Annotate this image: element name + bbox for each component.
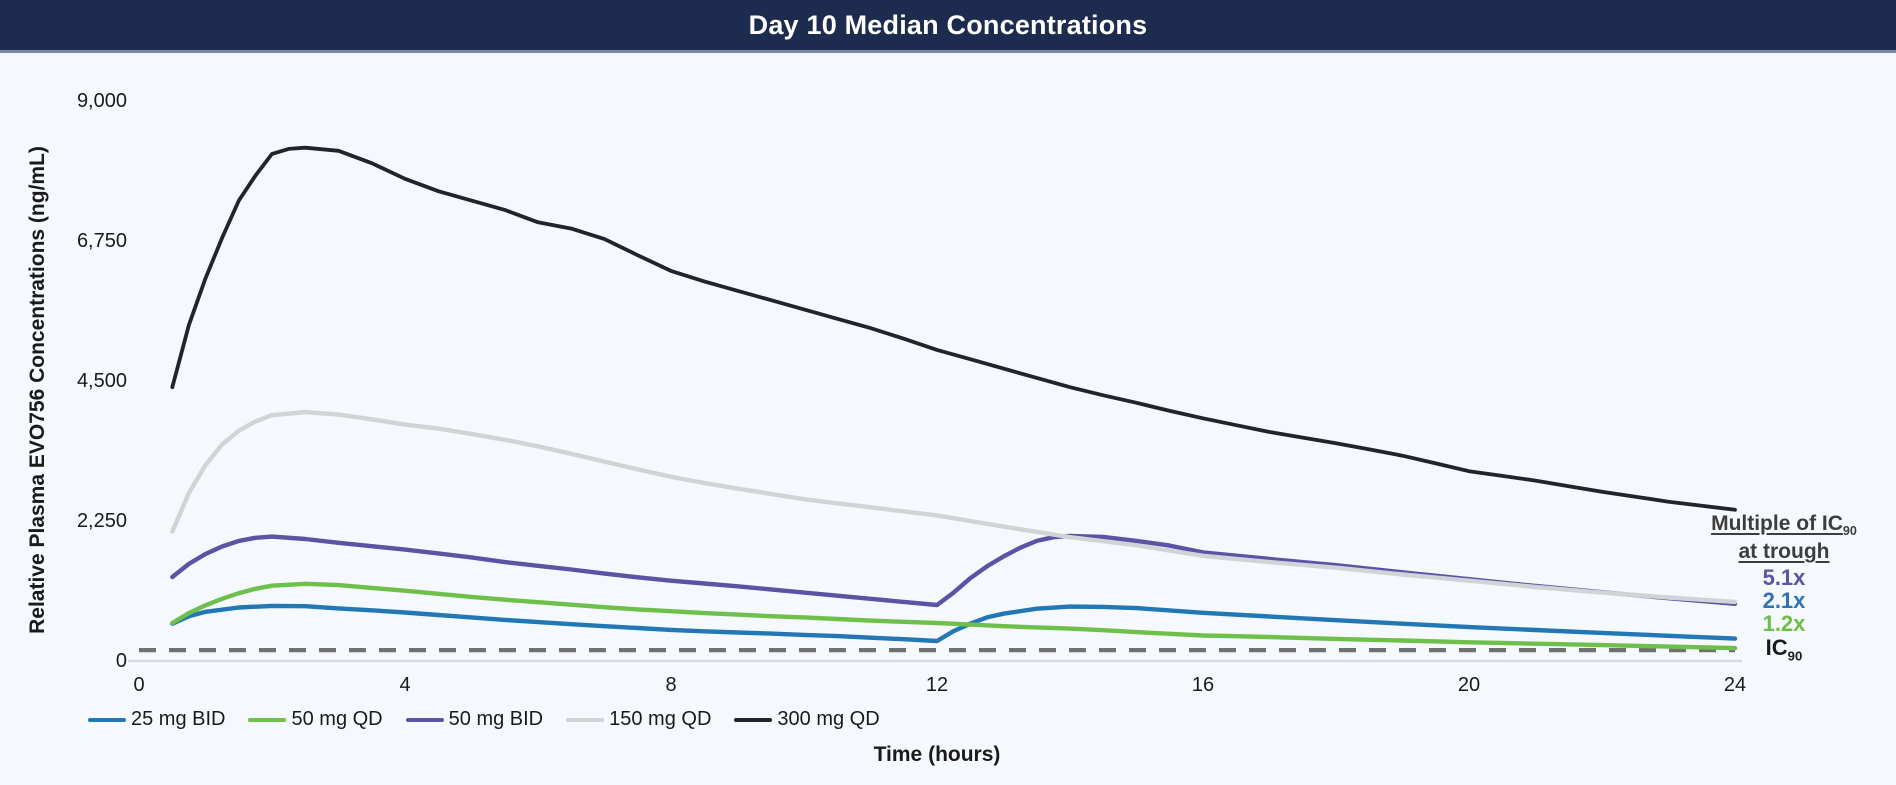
legend-swatch-25mg-bid (88, 717, 126, 722)
legend-label: 50 mg BID (448, 708, 544, 730)
y-tick-label: 9,000 (76, 90, 127, 112)
y-tick-label: 0 (115, 650, 127, 672)
legend-label: 50 mg QD (291, 708, 383, 730)
legend-swatch-50mg-bid (405, 717, 444, 722)
y-tick-label: 4,500 (76, 370, 127, 392)
legend-label: 300 mg QD (777, 708, 880, 730)
title-bar: Day 10 Median Concentrations (0, 0, 1896, 53)
x-tick-label: 4 (399, 674, 411, 696)
annotation-heading-line1: Multiple of IC90 (1711, 510, 1857, 538)
legend-swatch-150mg-qd (566, 717, 605, 722)
chart-region: Relative Plasma EVO756 Concentrations (n… (0, 53, 1896, 785)
x-tick-label: 8 (665, 674, 677, 696)
legend-item: 300 mg QD (734, 708, 880, 731)
x-axis-title: Time (hours) (873, 743, 1001, 766)
legend-item: 150 mg QD (566, 708, 711, 731)
legend-item: 50 mg BID (405, 708, 544, 731)
annotation-value-50mg-qd: 1.2x (1762, 611, 1806, 636)
y-tick-label: 6,750 (76, 230, 127, 252)
series-line-50-mg-bid (170, 533, 1738, 608)
annotation-value-25mg-bid: 2.1x (1762, 588, 1806, 613)
series-line-25-mg-bid (170, 603, 1738, 644)
x-tick-label: 20 (1457, 674, 1481, 696)
legend-swatch-300mg-qd (734, 717, 773, 722)
x-tick-label: 16 (1191, 674, 1215, 696)
annotation-heading-text: Multiple of IC (1711, 512, 1843, 535)
series-line-300-mg-qd (170, 145, 1737, 512)
chart-title: Day 10 Median Concentrations (748, 9, 1148, 40)
annotation-value-50mg-bid: 5.1x (1762, 565, 1806, 590)
chart-legend: 25 mg BID 50 mg QD 50 mg BID 150 mg QD 3… (88, 708, 880, 731)
legend-label: 150 mg QD (609, 708, 712, 730)
x-tick-label: 24 (1723, 674, 1747, 696)
annotation-ic90-label: IC90 (1765, 635, 1803, 664)
ic90-text: IC (1765, 635, 1788, 660)
x-tick-label: 0 (133, 674, 145, 696)
annotation-heading-subscript: 90 (1842, 524, 1857, 539)
plot-area (128, 145, 1742, 663)
series-line-150-mg-qd (170, 409, 1738, 605)
y-tick-label: 2,250 (76, 510, 127, 532)
legend-label: 25 mg BID (131, 708, 226, 730)
legend-swatch-50mg-qd (248, 717, 287, 722)
series-line-50-mg-qd (170, 581, 1738, 651)
ic90-multiple-annotation: Multiple of IC90 at trough 5.1x 2.1x 1.2… (1694, 510, 1874, 664)
legend-item: 25 mg BID (88, 708, 225, 731)
x-tick-label: 12 (925, 674, 949, 696)
annotation-heading-line2: at trough (1738, 540, 1830, 563)
ic90-subscript: 90 (1787, 648, 1803, 664)
legend-item: 50 mg QD (248, 708, 383, 731)
